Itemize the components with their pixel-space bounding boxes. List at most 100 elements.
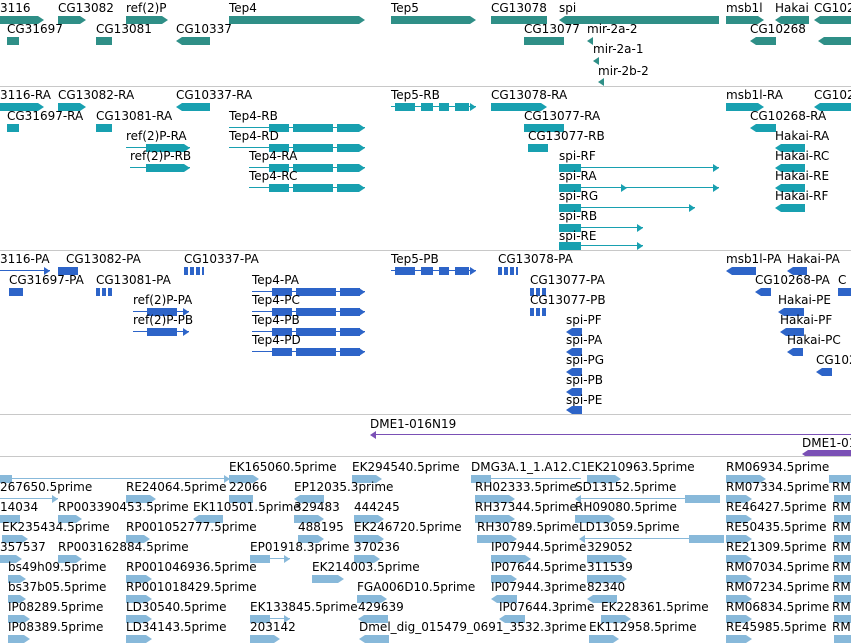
protein-glyph[interactable]: [252, 308, 365, 316]
est-glyph[interactable]: [126, 495, 156, 503]
est-glyph[interactable]: [250, 555, 290, 563]
est-glyph[interactable]: [126, 615, 152, 623]
est-glyph[interactable]: [726, 495, 752, 503]
est-glyph[interactable]: [0, 555, 22, 563]
est-glyph[interactable]: [298, 535, 324, 543]
protein-glyph[interactable]: [566, 388, 582, 396]
transcript-glyph[interactable]: [524, 124, 564, 132]
est-glyph[interactable]: [726, 535, 752, 543]
est-glyph[interactable]: [587, 575, 627, 583]
est-glyph[interactable]: [834, 515, 851, 523]
est-glyph[interactable]: [491, 555, 531, 563]
protein-glyph[interactable]: [0, 267, 50, 275]
est-glyph[interactable]: [126, 575, 152, 583]
transcript-glyph[interactable]: [58, 103, 86, 111]
est-glyph[interactable]: [491, 575, 517, 583]
est-glyph[interactable]: [0, 495, 58, 503]
transcript-glyph[interactable]: [96, 124, 112, 132]
est-glyph[interactable]: [726, 635, 752, 643]
est-glyph[interactable]: [726, 515, 752, 523]
est-glyph[interactable]: [829, 475, 851, 483]
protein-glyph[interactable]: [755, 288, 771, 296]
est-glyph[interactable]: [312, 575, 344, 583]
protein-glyph[interactable]: [566, 348, 582, 356]
protein-glyph[interactable]: [566, 368, 582, 376]
gene-glyph[interactable]: [814, 16, 851, 24]
protein-glyph[interactable]: [530, 308, 546, 316]
transcript-glyph[interactable]: [750, 124, 776, 132]
est-glyph[interactable]: [475, 495, 515, 503]
protein-glyph[interactable]: [96, 288, 112, 296]
est-glyph[interactable]: [229, 495, 253, 503]
est-glyph[interactable]: [499, 615, 525, 623]
est-glyph[interactable]: [587, 475, 621, 483]
gene-glyph[interactable]: [818, 37, 851, 45]
protein-glyph[interactable]: [838, 288, 851, 296]
transcript-glyph[interactable]: [775, 164, 805, 172]
protein-glyph[interactable]: [778, 308, 804, 316]
protein-glyph[interactable]: [726, 267, 756, 275]
transcript-glyph[interactable]: [391, 103, 476, 111]
est-glyph[interactable]: [834, 575, 851, 583]
est-glyph[interactable]: [354, 515, 384, 523]
protein-glyph[interactable]: [780, 328, 804, 336]
est-glyph[interactable]: [834, 615, 851, 623]
est-glyph[interactable]: [294, 515, 324, 523]
transcript-glyph[interactable]: [814, 103, 851, 111]
est-glyph[interactable]: [126, 535, 150, 543]
protein-glyph[interactable]: [184, 267, 204, 275]
est-glyph[interactable]: [58, 515, 82, 523]
est-glyph[interactable]: [589, 635, 619, 643]
est-glyph[interactable]: [359, 635, 389, 643]
est-glyph[interactable]: [193, 515, 223, 523]
est-glyph[interactable]: [8, 595, 26, 603]
est-glyph[interactable]: [58, 555, 82, 563]
protein-glyph[interactable]: [391, 267, 476, 275]
est-glyph[interactable]: [575, 495, 720, 503]
gene-glyph[interactable]: [587, 37, 595, 45]
protein-glyph[interactable]: [787, 348, 803, 356]
gene-glyph[interactable]: [96, 37, 112, 45]
transcript-glyph[interactable]: [559, 204, 695, 212]
transcript-glyph[interactable]: [559, 164, 719, 172]
transcript-glyph[interactable]: [559, 224, 643, 232]
est-glyph[interactable]: [357, 595, 387, 603]
est-glyph[interactable]: [726, 575, 752, 583]
protein-glyph[interactable]: [252, 348, 365, 356]
est-glyph[interactable]: [726, 475, 766, 483]
est-glyph[interactable]: [834, 635, 851, 643]
transcript-glyph[interactable]: [229, 144, 365, 152]
gene-glyph[interactable]: [775, 16, 809, 24]
transcript-glyph[interactable]: [726, 103, 764, 111]
est-glyph[interactable]: [0, 515, 20, 523]
est-glyph[interactable]: [126, 635, 152, 643]
gene-glyph[interactable]: [491, 16, 547, 24]
est-glyph[interactable]: [726, 555, 752, 563]
est-glyph[interactable]: [477, 535, 517, 543]
est-glyph[interactable]: [587, 555, 627, 563]
est-glyph[interactable]: [834, 535, 851, 543]
est-glyph[interactable]: [229, 475, 259, 483]
gene-glyph[interactable]: [58, 16, 86, 24]
gene-glyph[interactable]: [559, 16, 719, 24]
est-glyph[interactable]: [834, 495, 851, 503]
transcript-glyph[interactable]: [775, 144, 805, 152]
protein-glyph[interactable]: [566, 328, 582, 336]
protein-glyph[interactable]: [787, 267, 807, 275]
gene-glyph[interactable]: [0, 16, 44, 24]
est-glyph[interactable]: [8, 575, 26, 583]
est-glyph[interactable]: [834, 595, 851, 603]
est-glyph[interactable]: [587, 595, 617, 603]
est-glyph[interactable]: [475, 515, 515, 523]
est-glyph[interactable]: [352, 475, 382, 483]
transcript-glyph[interactable]: [559, 184, 719, 192]
gene-glyph[interactable]: [593, 57, 601, 65]
transcript-glyph[interactable]: [7, 124, 19, 132]
transcript-glyph[interactable]: [176, 103, 210, 111]
gene-glyph[interactable]: [726, 16, 764, 24]
transcript-glyph[interactable]: [249, 164, 365, 172]
est-glyph[interactable]: [126, 595, 152, 603]
est-glyph[interactable]: [8, 635, 30, 643]
est-glyph[interactable]: [0, 475, 230, 483]
protein-glyph[interactable]: [530, 288, 546, 296]
